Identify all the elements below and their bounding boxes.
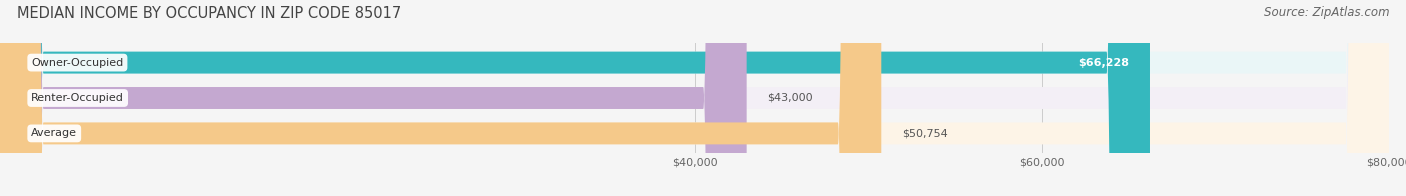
FancyBboxPatch shape — [0, 0, 882, 196]
FancyBboxPatch shape — [0, 0, 1150, 196]
Text: Average: Average — [31, 128, 77, 138]
FancyBboxPatch shape — [0, 0, 747, 196]
Text: $66,228: $66,228 — [1078, 58, 1129, 68]
Text: MEDIAN INCOME BY OCCUPANCY IN ZIP CODE 85017: MEDIAN INCOME BY OCCUPANCY IN ZIP CODE 8… — [17, 6, 401, 21]
Text: Renter-Occupied: Renter-Occupied — [31, 93, 124, 103]
Text: Source: ZipAtlas.com: Source: ZipAtlas.com — [1264, 6, 1389, 19]
Text: $50,754: $50,754 — [903, 128, 948, 138]
Text: $43,000: $43,000 — [768, 93, 813, 103]
Text: Owner-Occupied: Owner-Occupied — [31, 58, 124, 68]
